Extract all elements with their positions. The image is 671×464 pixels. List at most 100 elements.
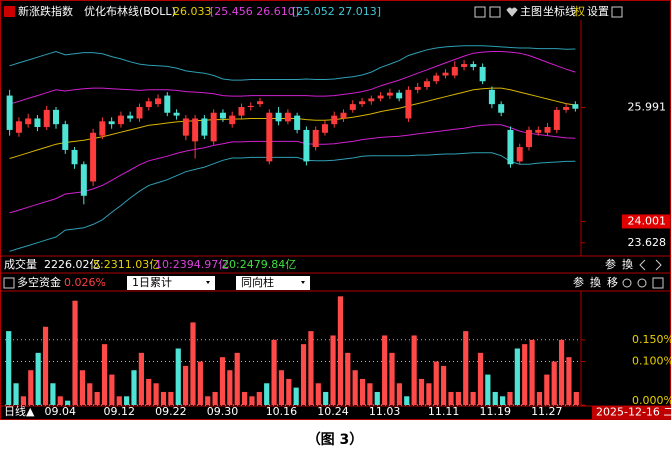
- tool[interactable]: 权: [574, 5, 585, 18]
- panel-icon[interactable]: [3, 277, 15, 289]
- bar: [359, 378, 366, 405]
- outer-band: [25.052 27.013]: [292, 5, 381, 18]
- icon[interactable]: [622, 278, 632, 288]
- candle-body: [331, 115, 338, 125]
- candle-body: [275, 112, 282, 122]
- bar: [315, 383, 321, 405]
- candle-body: [553, 109, 560, 130]
- bar: [389, 352, 395, 405]
- tool[interactable]: 換: [622, 258, 633, 271]
- tool[interactable]: 参: [605, 257, 616, 271]
- bar: [227, 370, 233, 405]
- band-line: [9, 51, 576, 105]
- tool[interactable]: 坐标线: [543, 4, 576, 18]
- bar: [411, 335, 417, 405]
- bar: [278, 370, 285, 405]
- bar: [271, 339, 277, 405]
- bar: [87, 383, 93, 405]
- bar: [146, 378, 152, 405]
- candle-body: [238, 107, 245, 116]
- fund-value: 0.026%: [64, 276, 106, 289]
- band-line: [9, 87, 576, 159]
- close-button[interactable]: [611, 6, 623, 18]
- x-tick-label: 11.19: [479, 405, 511, 418]
- favorite[interactable]: [506, 7, 518, 17]
- bar: [477, 352, 484, 405]
- bar: [345, 352, 351, 405]
- candle-body: [182, 118, 189, 136]
- y-tick-label: 25.991: [628, 101, 667, 114]
- volume-ma10: 10:2394.97亿: [155, 258, 229, 271]
- tool[interactable]: 设置: [587, 5, 609, 18]
- candle-body: [25, 118, 32, 125]
- dropdown-arrow: [301, 281, 305, 284]
- caption-area: [0, 420, 671, 464]
- volume-label: 成交量: [4, 257, 37, 271]
- y-tick-label: 0.100%: [632, 355, 671, 368]
- period-select[interactable]: [127, 276, 215, 290]
- current-date: 2025-12-16 二: [596, 406, 671, 419]
- candle-body: [219, 112, 226, 119]
- bar: [441, 365, 447, 405]
- tool[interactable]: 主图: [520, 5, 542, 18]
- band-line: [9, 124, 576, 214]
- x-tick-label: 09.30: [207, 405, 239, 418]
- candle-body: [433, 75, 440, 82]
- volume-ma5: 5:2311.03亿: [93, 258, 160, 271]
- period-label: 日线▲: [4, 404, 35, 418]
- x-tick-label: 09.04: [45, 405, 77, 418]
- candle-body: [6, 95, 13, 130]
- bar: [367, 383, 373, 405]
- bar: [573, 391, 579, 405]
- dropdown-arrow: [206, 281, 210, 284]
- tool[interactable]: 移: [607, 276, 618, 289]
- candle-body: [312, 129, 319, 148]
- candle-body: [192, 118, 199, 142]
- candle-body: [117, 115, 124, 125]
- bar: [197, 361, 203, 405]
- period-text: 1日累计: [132, 276, 172, 289]
- nav-arrows[interactable]: [639, 259, 662, 271]
- bar: [94, 391, 100, 405]
- bar: [20, 396, 27, 405]
- x-tick-label: 10.24: [317, 405, 349, 418]
- x-tick-label: 09.22: [155, 405, 187, 418]
- bar: [65, 400, 71, 405]
- candle-body: [90, 132, 97, 182]
- bar: [13, 383, 19, 405]
- x-tick-label: 11.03: [369, 405, 401, 418]
- tool[interactable]: 参: [573, 275, 584, 289]
- bar: [124, 396, 130, 405]
- bar: [382, 335, 388, 405]
- x-tick-label: 10.16: [266, 405, 298, 418]
- bar: [205, 396, 211, 405]
- bar: [433, 361, 439, 405]
- header-icon[interactable]: [4, 6, 15, 17]
- bar: [330, 335, 336, 405]
- bar: [374, 391, 380, 405]
- bar: [544, 374, 550, 405]
- bar: [529, 339, 535, 405]
- volume-total: 2226.02亿: [44, 258, 101, 271]
- zoom-out[interactable]: [489, 6, 501, 18]
- bar: [455, 391, 461, 405]
- candle-body: [136, 107, 143, 119]
- bar: [42, 326, 49, 405]
- volume-ma20: 20:2479.84亿: [222, 258, 296, 271]
- bar: [286, 378, 292, 405]
- bar: [308, 331, 314, 405]
- zoom-in[interactable]: [474, 6, 486, 18]
- bar: [396, 383, 402, 405]
- icon[interactable]: [652, 277, 664, 289]
- bar: [492, 391, 498, 405]
- candle-body: [201, 118, 208, 136]
- candle-body: [479, 66, 486, 82]
- candle-body: [498, 104, 505, 113]
- tool[interactable]: 換: [590, 276, 601, 289]
- icon[interactable]: [637, 278, 647, 288]
- bar: [300, 344, 307, 405]
- mode-select[interactable]: [236, 276, 310, 290]
- candle-body: [442, 72, 449, 76]
- bar: [514, 348, 520, 405]
